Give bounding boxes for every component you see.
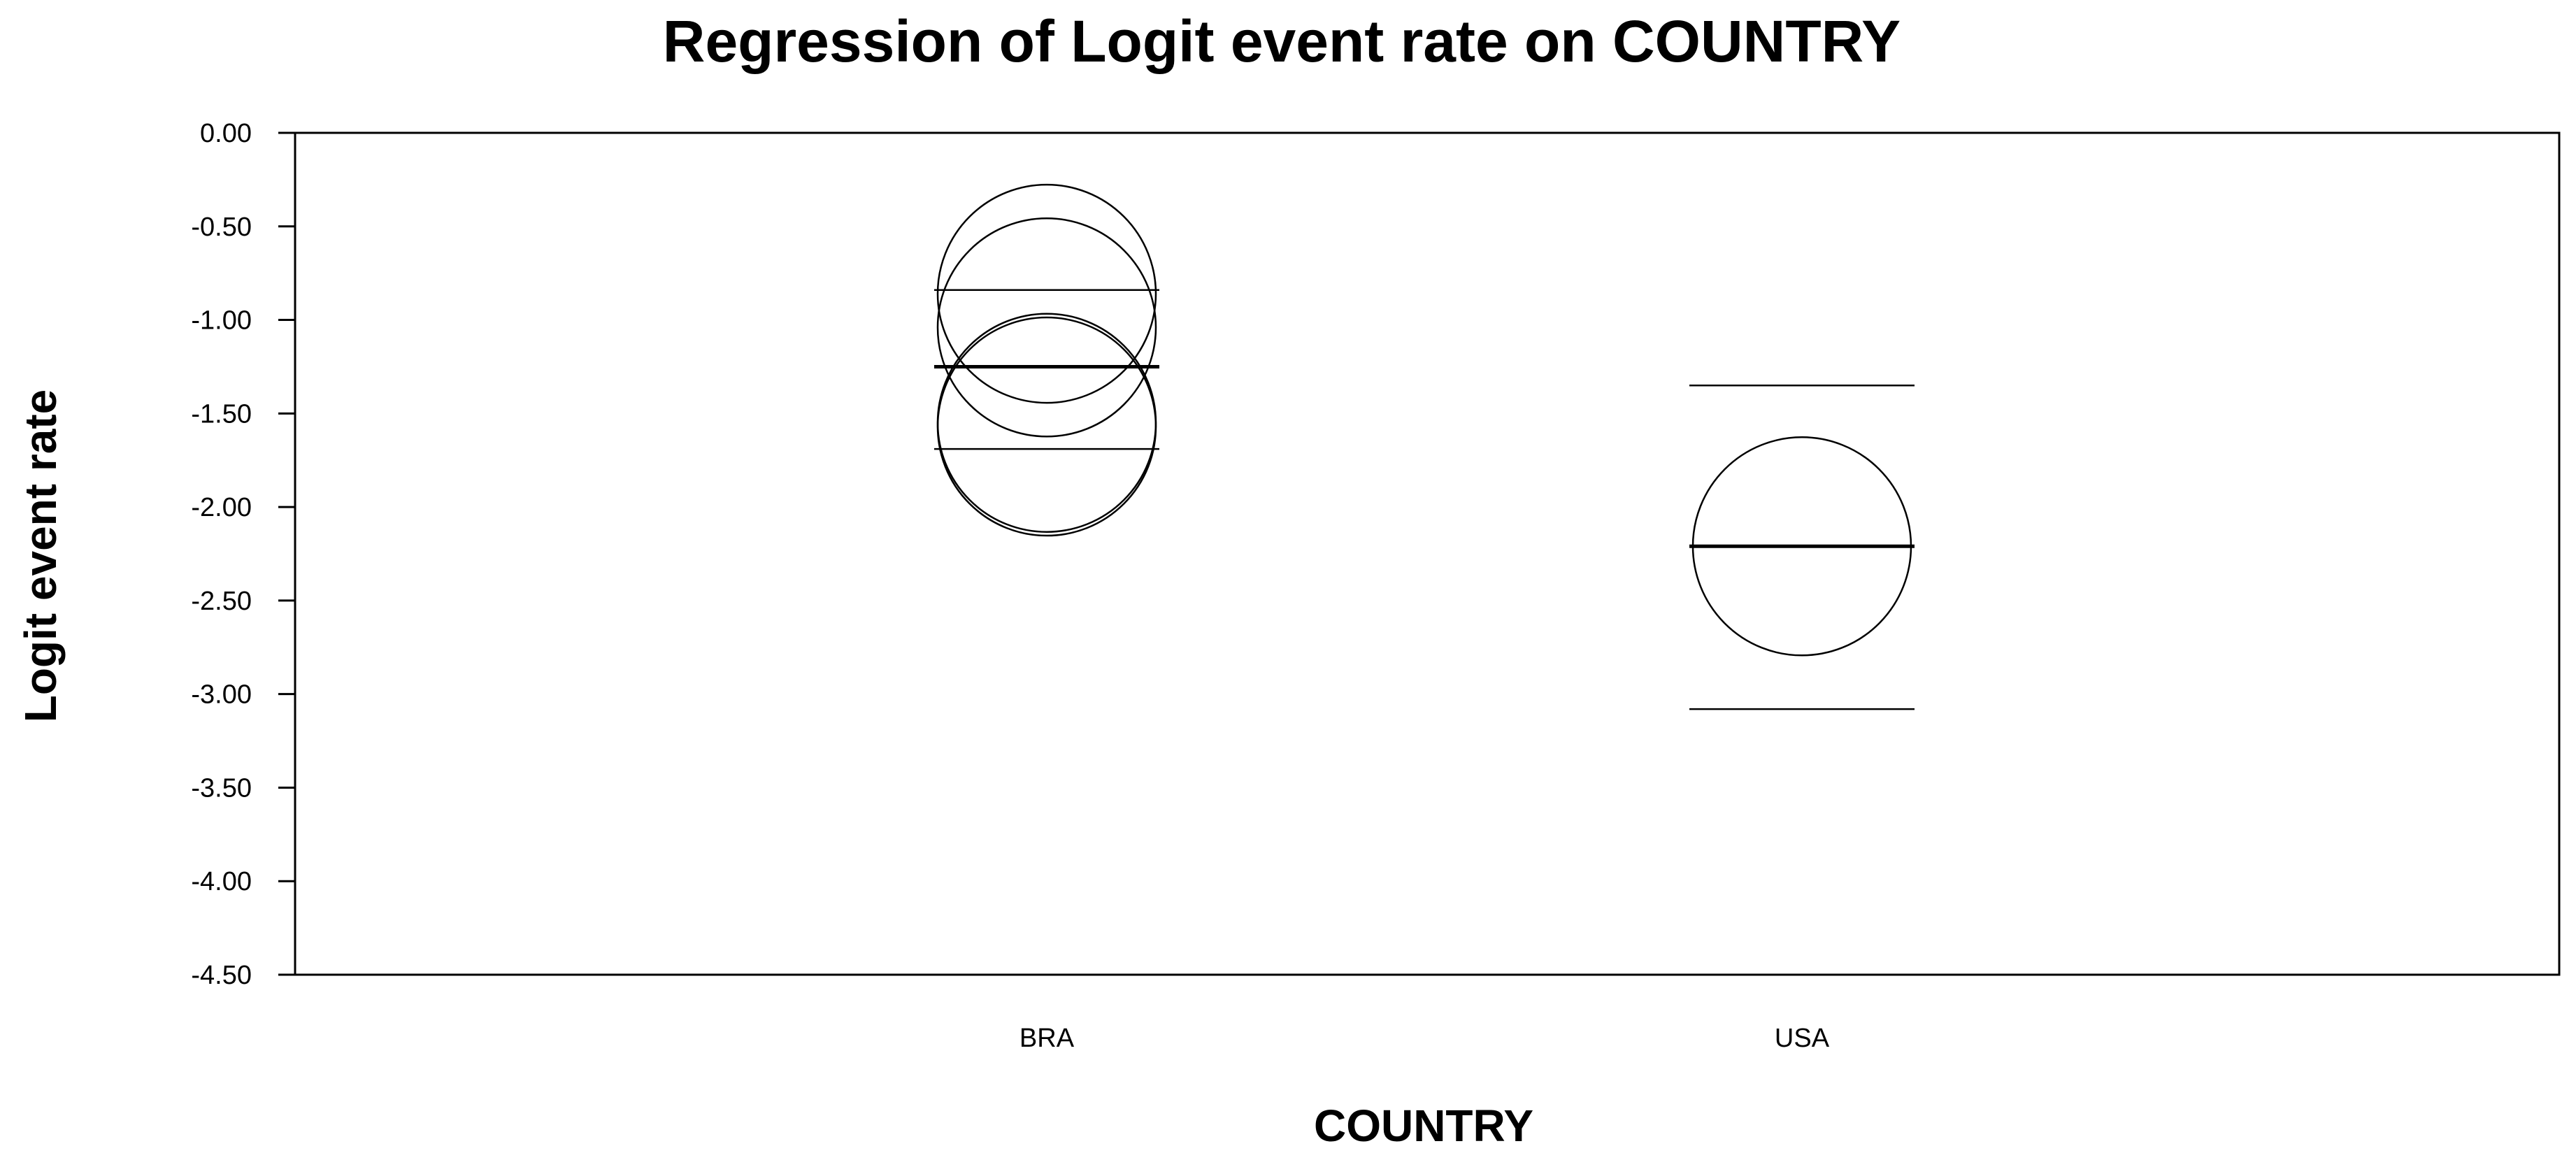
y-tick-label: 0.00 bbox=[200, 119, 252, 148]
y-tick-label: -3.50 bbox=[191, 773, 252, 803]
plot-area bbox=[294, 131, 2561, 976]
y-axis-title: Logit event rate bbox=[15, 389, 66, 723]
chart-title: Regression of Logit event rate on COUNTR… bbox=[663, 8, 1901, 74]
y-tick-label: -4.50 bbox=[191, 961, 252, 990]
y-tick-label: -2.50 bbox=[191, 587, 252, 616]
regression-lines bbox=[934, 289, 1915, 710]
study-markers bbox=[936, 183, 1912, 657]
x-axis: BRA USA bbox=[1019, 1024, 1830, 1053]
study-marker bbox=[936, 183, 1157, 404]
y-tick-label: -0.50 bbox=[191, 213, 252, 242]
x-axis-title: COUNTRY bbox=[1314, 1101, 1533, 1151]
y-tick-label: -4.00 bbox=[191, 867, 252, 896]
study-marker bbox=[936, 316, 1157, 537]
y-tick-label: -1.00 bbox=[191, 306, 252, 336]
y-tick-label: -3.00 bbox=[191, 680, 252, 710]
study-marker bbox=[936, 217, 1157, 438]
study-marker bbox=[936, 313, 1157, 533]
y-tick-label: -2.00 bbox=[191, 493, 252, 522]
x-tick-label: USA bbox=[1775, 1024, 1830, 1053]
x-tick-label: BRA bbox=[1019, 1024, 1075, 1053]
y-tick-label: -1.50 bbox=[191, 399, 252, 429]
y-axis: 0.00 -0.50 -1.00 -1.50 -2.00 -2.50 -3.00 -3.50 -… bbox=[191, 119, 295, 990]
